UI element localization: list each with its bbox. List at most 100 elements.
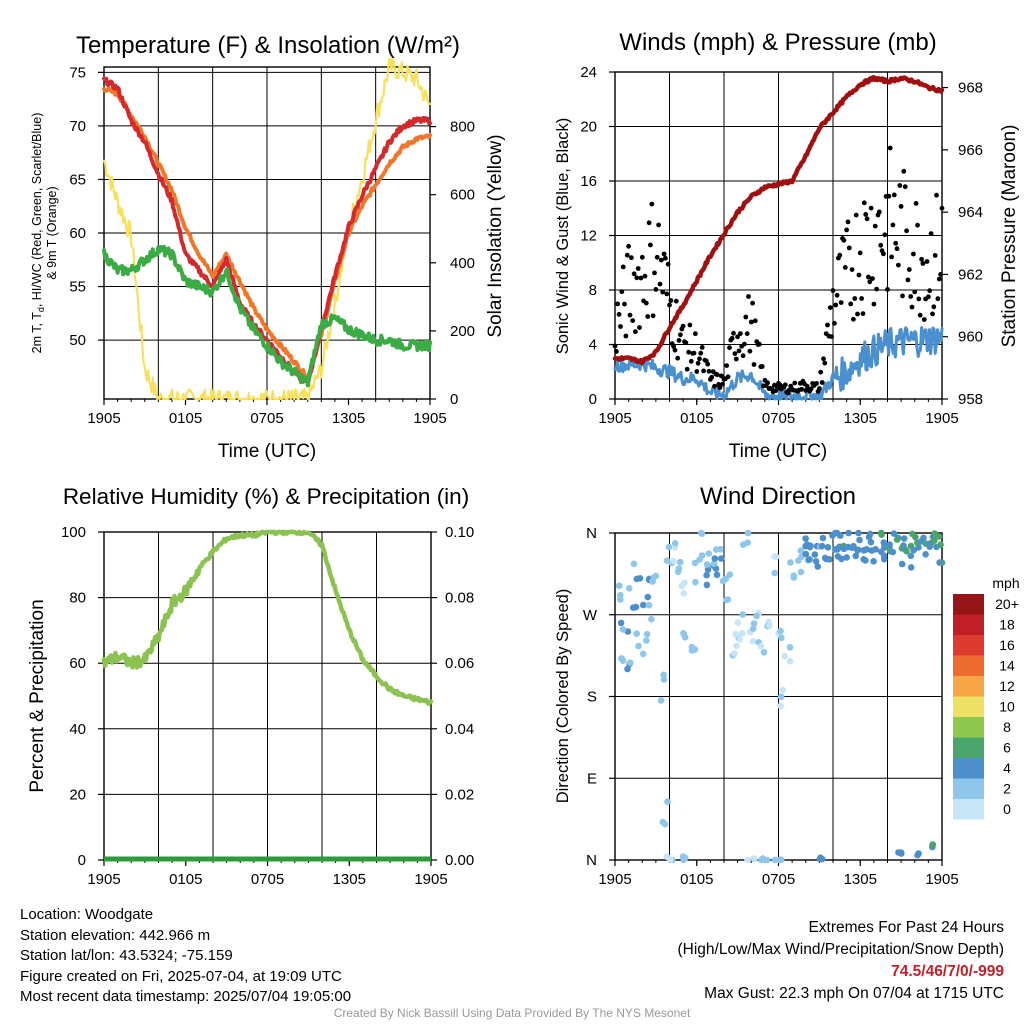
wind-xtick-label: 0705 — [762, 410, 795, 427]
rh-ytick-right-label: 0.06 — [445, 655, 474, 672]
dir-point — [688, 643, 696, 651]
wind-gust-point — [928, 231, 934, 237]
dir-point — [834, 546, 841, 553]
wind-gust-point — [881, 251, 886, 257]
wind-gust-point — [718, 373, 724, 379]
wind-gust-point — [614, 349, 619, 354]
recent-data-text: Most recent data timestamp: 2025/07/04 1… — [20, 988, 352, 1005]
dir-point — [777, 627, 784, 635]
dir-point — [681, 634, 689, 641]
temp-series-2m-t — [102, 76, 432, 384]
wind-gust-point — [668, 298, 674, 303]
wind-gust-point — [646, 220, 652, 226]
wind-ytick-right-label: 960 — [958, 329, 983, 346]
wind-gust-point — [663, 255, 668, 261]
dir-point — [703, 571, 710, 579]
temp-ylabel-left-line2: & 9m T (Orange) — [45, 186, 59, 279]
wind-gust-point — [866, 274, 871, 280]
wind-xtick-label: 1905 — [925, 410, 958, 427]
wind-gust-point — [765, 380, 770, 386]
temp-ytick-left-label: 55 — [69, 279, 86, 296]
dir-point — [704, 566, 712, 573]
rh-ytick-left-label: 20 — [69, 786, 86, 803]
dir-point — [671, 540, 679, 547]
wind-gust-point — [932, 253, 938, 258]
wind-gust-point — [667, 302, 672, 308]
dir-point — [893, 536, 901, 543]
dir-point — [856, 536, 863, 544]
wind-ytick-left-label: 16 — [580, 173, 597, 190]
dir-point — [925, 540, 933, 548]
wind-gust-point — [740, 353, 746, 359]
wind-gust-point — [684, 366, 690, 372]
dir-point — [615, 582, 623, 590]
wind-gust-point — [725, 374, 731, 380]
dir-point — [705, 550, 713, 557]
dir-xtick-label: 0105 — [680, 871, 713, 888]
dir-point — [732, 630, 740, 638]
wind-gust-point — [851, 316, 856, 322]
dir-point — [624, 665, 631, 673]
wind-gust-point — [896, 262, 901, 268]
dir-point — [670, 557, 677, 565]
elevation-text: Station elevation: 442.966 m — [20, 926, 211, 944]
dir-point — [818, 542, 826, 550]
latlon-text: Station lat/lon: 43.5324; -75.159 — [20, 947, 233, 964]
legend-swatch — [953, 717, 984, 738]
dir-point — [937, 541, 944, 548]
temp-ytick-right-label: 800 — [450, 119, 475, 136]
dir-point — [802, 535, 809, 542]
dir-point — [717, 546, 724, 553]
dir-point — [936, 559, 943, 566]
wind-gust-point — [916, 296, 922, 302]
dir-point — [749, 625, 757, 632]
wind-gust-point — [688, 358, 694, 364]
wind-gust-point — [638, 275, 644, 281]
dir-point — [811, 551, 819, 558]
legend-label: 16 — [999, 637, 1015, 653]
wind-gust-point — [616, 312, 622, 317]
dir-point — [617, 619, 625, 627]
legend-swatch — [953, 758, 984, 779]
wind-gust-point — [861, 200, 867, 206]
humidity-panel-title: Relative Humidity (%) & Precipitation (i… — [63, 484, 469, 509]
wind-gust-point — [706, 368, 712, 374]
dir-point — [832, 529, 839, 537]
wind-series-pressure — [612, 75, 945, 366]
wind-gust-point — [687, 322, 693, 328]
legend-label: 2 — [1003, 781, 1011, 797]
dir-point — [910, 546, 917, 554]
dir-point — [738, 630, 746, 637]
wind-gust-point — [627, 312, 633, 318]
wind-gust-point — [859, 296, 864, 301]
temp-ytick-left-label: 65 — [69, 171, 86, 188]
rh-xtick-label: 1905 — [414, 871, 447, 888]
wind-gust-point — [618, 324, 623, 329]
wind-gust-point — [863, 212, 869, 217]
wind-gust-point — [699, 345, 705, 350]
temp-ylabel-left: 2m T, Td, HI/WC (Red, Green, Scarlet/Blu… — [30, 113, 46, 354]
dir-point — [739, 611, 746, 618]
dir-point — [797, 568, 805, 576]
wind-gust-point — [912, 289, 918, 295]
dir-point — [802, 550, 810, 558]
wind-ytick-left-label: 8 — [589, 282, 597, 299]
wind-gust-point — [876, 209, 882, 215]
rh-ytick-right-label: 0.10 — [445, 524, 474, 541]
wind-xlabel: Time (UTC) — [729, 441, 828, 462]
dir-point — [787, 559, 794, 566]
legend-label: 4 — [1003, 760, 1011, 776]
wind-gust-point — [650, 313, 656, 319]
dir-point — [837, 532, 844, 539]
wind-gust-point — [624, 252, 630, 258]
wind-gust-point — [848, 301, 854, 307]
wind-gust-point — [695, 360, 701, 366]
temp-ytick-right-label: 400 — [450, 255, 475, 272]
wind-gust-point — [900, 293, 905, 299]
dir-point — [723, 596, 730, 604]
dir-point — [850, 542, 857, 550]
wind-gust-point — [619, 289, 625, 295]
legend-title: mph — [992, 575, 1019, 591]
wind-gust-point — [829, 334, 834, 339]
